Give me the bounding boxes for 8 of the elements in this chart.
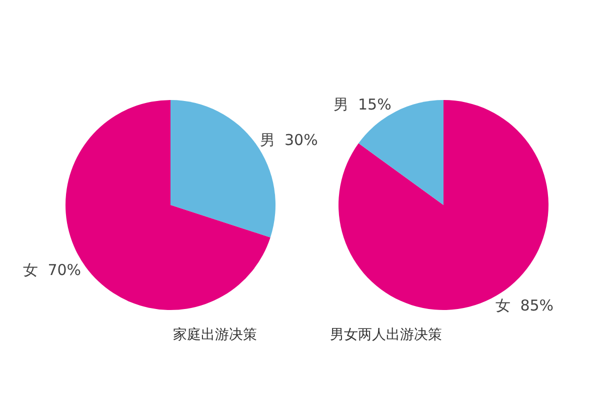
slice-label: 男 30% xyxy=(260,131,318,150)
slice-label: 女 70% xyxy=(23,260,82,279)
slice-label: 女 85% xyxy=(496,296,554,315)
text: 男女两人出游决策 xyxy=(330,327,442,343)
pie-slice xyxy=(170,100,276,238)
pie-slice xyxy=(358,100,444,205)
text: 家庭出游决策 xyxy=(173,327,257,343)
slice-label: 男 15% xyxy=(333,95,392,114)
